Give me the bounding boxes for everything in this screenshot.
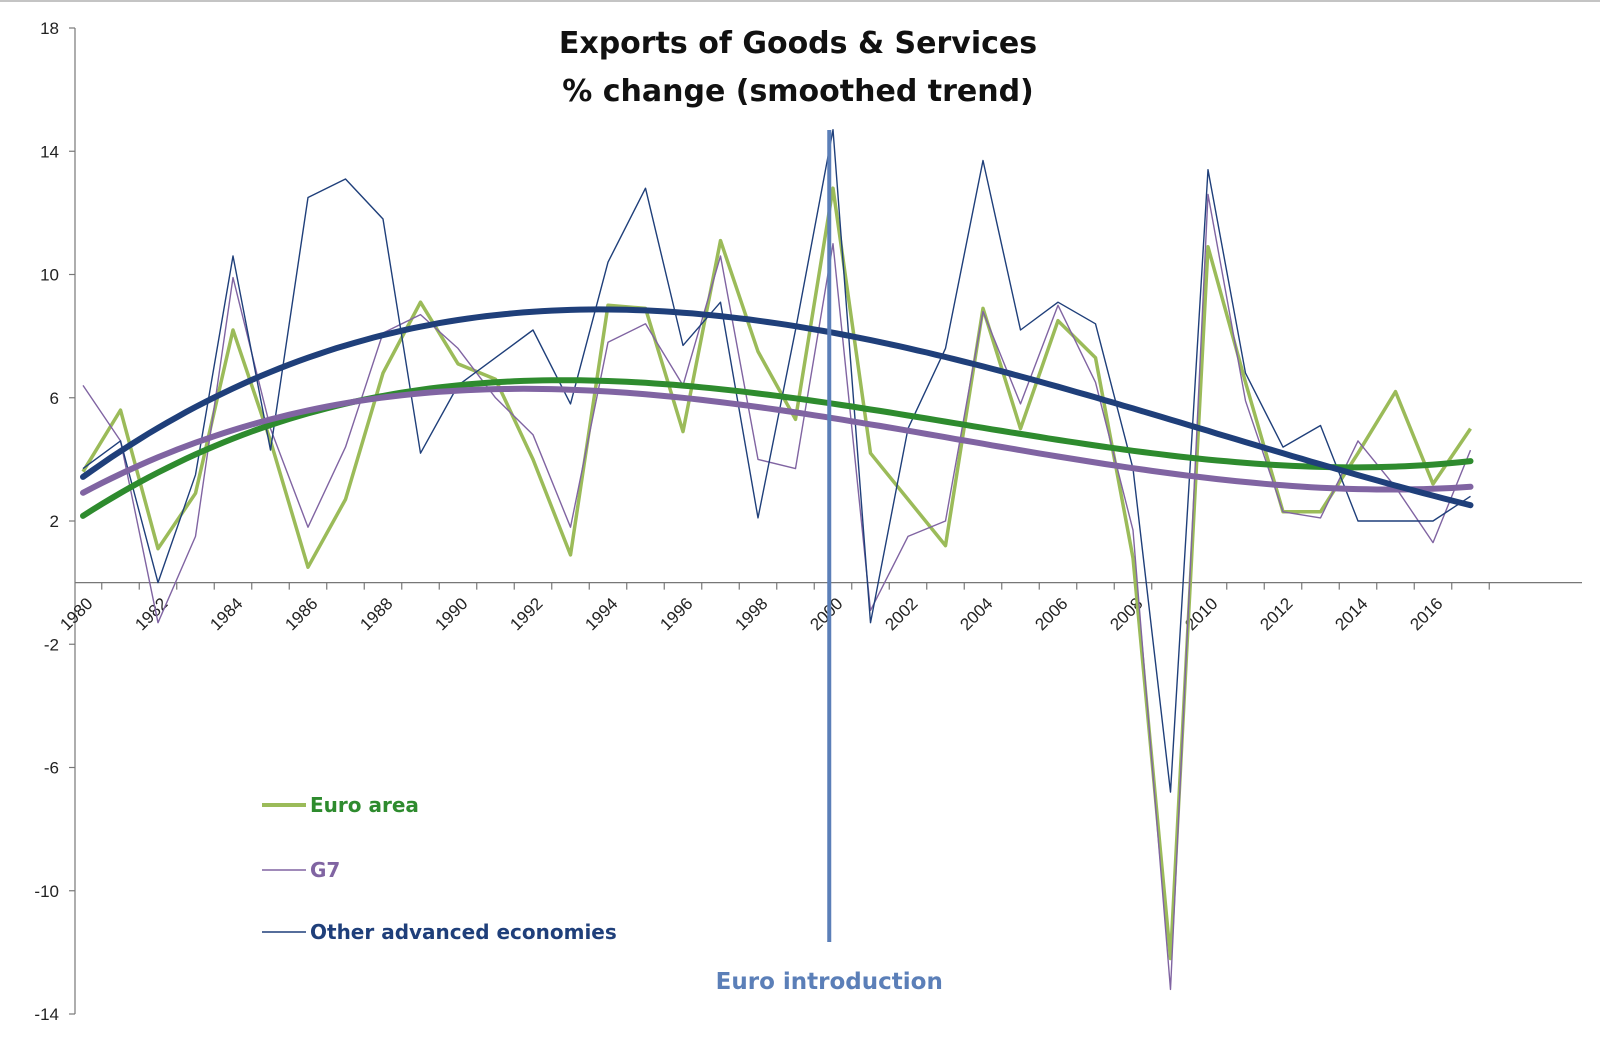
euro-introduction-label: Euro introduction [716,969,943,995]
y-tick-label: 6 [50,389,59,408]
y-tick-label: -2 [44,635,59,654]
y-tick-label: -6 [44,759,59,778]
y-tick-label: 2 [50,512,59,531]
trend-line-other-advanced-economies [80,306,1474,509]
x-tick-label: 2014 [1331,594,1371,634]
legend-label-other-advanced: Other advanced economies [310,920,617,944]
legend-label-g7: G7 [310,858,340,882]
x-tick-label: 1988 [356,594,396,634]
series-lines [81,128,1472,991]
y-tick-label: -10 [34,882,59,901]
x-tick-label: 1990 [431,594,471,634]
legend: Euro area G7 Other advanced economies [262,793,617,944]
x-tick-label: 2016 [1406,594,1446,634]
trend-line-g7 [80,385,1474,496]
x-tick-label: 1984 [206,594,246,634]
x-tick-label: 1980 [56,594,96,634]
x-tick-label: 1982 [131,594,171,634]
legend-label-euro-area: Euro area [310,793,419,817]
y-tick-label: 18 [40,19,59,38]
x-tick-label: 2012 [1256,594,1296,634]
chart-title: Exports of Goods & Services [559,26,1037,61]
x-tick-label: 1986 [281,594,321,634]
x-tick-label: 1992 [506,594,546,634]
x-tick-label: 2000 [806,594,846,634]
x-tick-label: 1996 [656,594,696,634]
chart-subtitle: % change (smoothed trend) [562,74,1034,109]
y-tick-label: 14 [40,142,59,161]
trend-lines [80,306,1474,519]
x-axis: 1980 1982 1984 1986 1988 1990 1992 1994 1996 1998… [56,582,1582,634]
x-tick-label: 2002 [881,594,921,634]
x-tick-label: 2006 [1031,594,1071,634]
series-line-euro-area [81,186,1472,961]
x-tick-label: 1994 [581,594,621,634]
series-line-other-advanced-economies [82,128,1471,793]
x-tick-label: 1998 [731,594,771,634]
series-line-g7 [82,193,1472,991]
y-axis: 18 14 10 6 2 -2 -6 -10 -14 [34,19,76,1024]
y-tick-label: -14 [34,1005,59,1024]
y-tick-label: 10 [40,266,59,285]
x-tick-label: 2004 [956,594,996,634]
